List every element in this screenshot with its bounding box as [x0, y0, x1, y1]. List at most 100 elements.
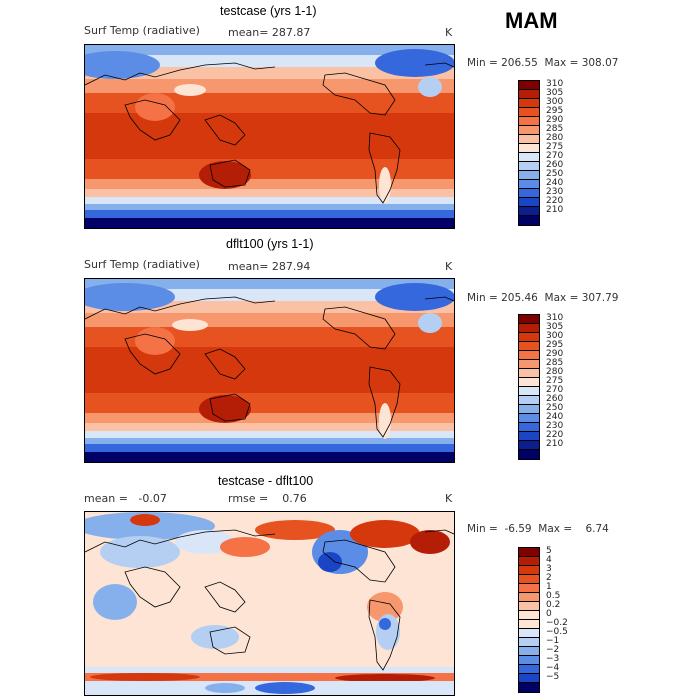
colorbar-tick-label: 0.2 — [546, 600, 561, 610]
colorbar-tick-label: 230 — [546, 421, 564, 431]
colorbar-tick-label: 300 — [546, 97, 564, 107]
colorbar-swatch — [519, 638, 539, 647]
colorbar-swatch — [519, 611, 539, 620]
panel2-map — [84, 278, 455, 463]
colorbar-swatch — [519, 144, 539, 153]
colorbar-tick-label: 275 — [546, 142, 564, 152]
colorbar-tick-label: −4 — [546, 663, 560, 673]
colorbar-tick-label: 5 — [546, 546, 552, 556]
panel3-map — [84, 511, 455, 696]
colorbar-tick-label: 1 — [546, 582, 552, 592]
colorbar-tick-label: 280 — [546, 367, 564, 377]
colorbar-swatch — [519, 99, 539, 108]
colorbar-tick-label: 270 — [546, 385, 564, 395]
colorbar-swatch — [519, 557, 539, 566]
colorbar-swatch — [519, 342, 539, 351]
panel3-colorbar — [518, 547, 540, 693]
panel1-variable: Surf Temp (radiative) — [84, 24, 200, 37]
colorbar-tick-label: 0 — [546, 609, 552, 619]
panel1-map-svg — [85, 45, 454, 228]
colorbar-swatch — [519, 360, 539, 369]
colorbar-tick-label: −0.2 — [546, 618, 568, 628]
panel3-map-svg — [85, 512, 454, 695]
colorbar-swatch — [519, 629, 539, 638]
colorbar-swatch — [519, 396, 539, 405]
colorbar-tick-label: −1 — [546, 636, 560, 646]
colorbar-swatch — [519, 432, 539, 441]
panel1-map — [84, 44, 455, 229]
colorbar-tick-label: 2 — [546, 573, 552, 583]
colorbar-tick-label: 230 — [546, 187, 564, 197]
colorbar-swatch — [519, 620, 539, 629]
colorbar-swatch — [519, 189, 539, 198]
colorbar-tick-label: −3 — [546, 654, 560, 664]
panel1-colorbar — [518, 80, 540, 226]
colorbar-swatch — [519, 441, 539, 450]
colorbar-tick-label: 310 — [546, 79, 564, 89]
colorbar-tick-label: 270 — [546, 151, 564, 161]
colorbar-swatch — [519, 674, 539, 683]
colorbar-tick-label: 3 — [546, 564, 552, 574]
colorbar-swatch — [519, 180, 539, 189]
colorbar-tick-label: −0.5 — [546, 627, 568, 637]
colorbar-swatch — [519, 656, 539, 665]
panel3-title: testcase - dflt100 — [218, 474, 314, 488]
colorbar-swatch — [519, 602, 539, 611]
colorbar-swatch — [519, 387, 539, 396]
colorbar-swatch — [519, 153, 539, 162]
colorbar-tick-label: 280 — [546, 133, 564, 143]
colorbar-swatch — [519, 171, 539, 180]
colorbar-swatch — [519, 683, 539, 692]
panel2-colorbar — [518, 314, 540, 460]
colorbar-tick-label: 240 — [546, 178, 564, 188]
colorbar-swatch — [519, 207, 539, 216]
colorbar-tick-label: −2 — [546, 645, 560, 655]
colorbar-tick-label: 300 — [546, 331, 564, 341]
colorbar-tick-label: 305 — [546, 322, 564, 332]
colorbar-tick-label: 275 — [546, 376, 564, 386]
colorbar-swatch — [519, 81, 539, 90]
colorbar-tick-label: 290 — [546, 349, 564, 359]
colorbar-swatch — [519, 647, 539, 656]
colorbar-tick-label: 250 — [546, 403, 564, 413]
panel3-units: K — [445, 492, 453, 505]
colorbar-swatch — [519, 90, 539, 99]
panel1-minmax: Min = 206.55 Max = 308.07 — [467, 57, 619, 69]
colorbar-swatch — [519, 216, 539, 225]
panel3-mean: mean = -0.07 — [84, 492, 167, 505]
colorbar-tick-label: 260 — [546, 394, 564, 404]
colorbar-swatch — [519, 405, 539, 414]
colorbar-tick-label: 295 — [546, 106, 564, 116]
colorbar-swatch — [519, 548, 539, 557]
colorbar-tick-label: 220 — [546, 196, 564, 206]
panel2-units: K — [445, 260, 453, 273]
panel2-variable: Surf Temp (radiative) — [84, 258, 200, 271]
colorbar-tick-label: 295 — [546, 340, 564, 350]
panel3-minmax: Min = -6.59 Max = 6.74 — [467, 523, 609, 535]
colorbar-tick-label: 285 — [546, 124, 564, 134]
colorbar-tick-label: 250 — [546, 169, 564, 179]
colorbar-swatch — [519, 162, 539, 171]
panel1-mean: mean= 287.87 — [228, 26, 311, 39]
colorbar-swatch — [519, 108, 539, 117]
panel2-mean: mean= 287.94 — [228, 260, 311, 273]
colorbar-swatch — [519, 351, 539, 360]
colorbar-swatch — [519, 450, 539, 459]
colorbar-tick-label: 210 — [546, 439, 564, 449]
colorbar-tick-label: 305 — [546, 88, 564, 98]
panel2-map-svg — [85, 279, 454, 462]
panel2-title: dflt100 (yrs 1-1) — [226, 237, 314, 251]
colorbar-swatch — [519, 135, 539, 144]
colorbar-swatch — [519, 315, 539, 324]
colorbar-tick-label: 285 — [546, 358, 564, 368]
colorbar-tick-label: 240 — [546, 412, 564, 422]
colorbar-swatch — [519, 369, 539, 378]
colorbar-tick-label: −5 — [546, 672, 560, 682]
colorbar-swatch — [519, 665, 539, 674]
colorbar-swatch — [519, 333, 539, 342]
colorbar-swatch — [519, 198, 539, 207]
panel1-units: K — [445, 26, 453, 39]
panel3-rmse: rmse = 0.76 — [228, 492, 307, 505]
colorbar-tick-label: 0.5 — [546, 591, 561, 601]
colorbar-swatch — [519, 414, 539, 423]
